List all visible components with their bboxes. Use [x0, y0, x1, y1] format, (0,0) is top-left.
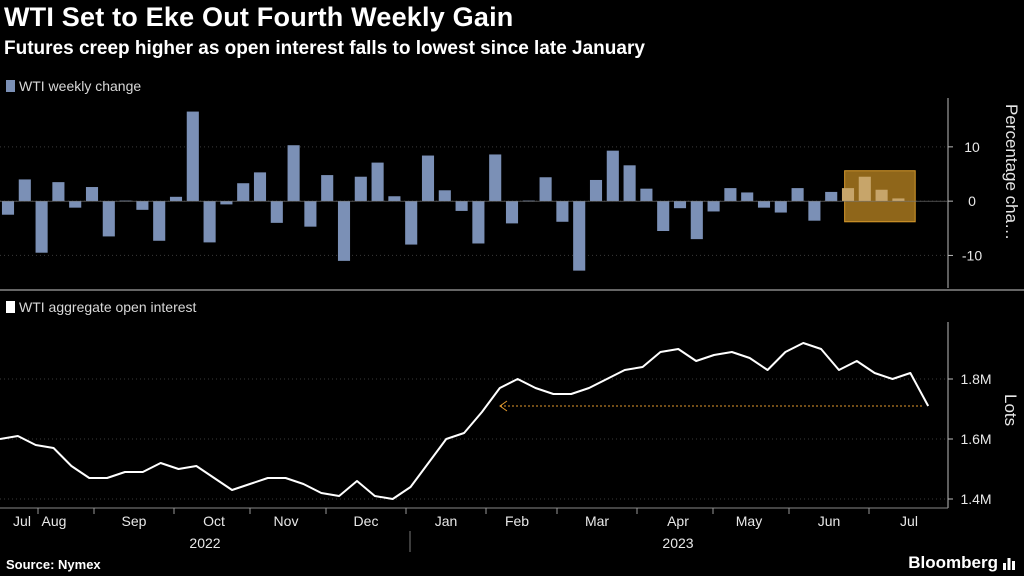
- weekly-change-bar: [875, 189, 888, 202]
- weekly-change-bar: [539, 177, 552, 202]
- weekly-change-bar: [741, 192, 754, 202]
- weekly-change-bar: [237, 183, 250, 202]
- weekly-change-bar: [707, 201, 720, 212]
- x-month-label: Nov: [274, 513, 299, 529]
- weekly-change-bar: [505, 201, 519, 224]
- weekly-change-bar: [52, 182, 65, 202]
- panel-divider: [0, 289, 1024, 291]
- reference-arrow-head: [499, 400, 508, 412]
- weekly-change-bar: [405, 201, 418, 245]
- top-y-tick-label: 0: [968, 193, 976, 209]
- chart-subtitle: Futures creep higher as open interest fa…: [4, 38, 645, 59]
- weekly-change-bar: [556, 201, 569, 222]
- weekly-change-bar: [791, 188, 804, 202]
- x-month-label: Mar: [585, 513, 609, 529]
- x-year-label: 2022: [189, 535, 220, 551]
- weekly-change-bar: [573, 201, 586, 271]
- bottom-y-tick-label: 1.4M: [960, 491, 991, 507]
- weekly-change-bar: [640, 188, 653, 202]
- bottom-y-tick-label: 1.6M: [960, 431, 991, 447]
- weekly-change-bar: [304, 201, 317, 227]
- weekly-change-bar: [438, 190, 451, 202]
- weekly-change-bar: [673, 201, 687, 209]
- weekly-change-bar: [690, 201, 703, 240]
- chart-title: WTI Set to Eke Out Fourth Weekly Gain: [4, 2, 514, 32]
- x-month-label: Sep: [122, 513, 147, 529]
- x-month-label: Dec: [354, 513, 379, 529]
- x-month-label: Jun: [818, 513, 841, 529]
- weekly-change-bar: [337, 201, 351, 261]
- weekly-change-bar: [388, 196, 401, 202]
- weekly-change-bar: [18, 179, 31, 202]
- weekly-change-bar: [808, 201, 821, 221]
- y-axis-title-top: Percentage cha…: [1002, 104, 1021, 241]
- x-month-label: Apr: [667, 513, 689, 529]
- x-month-label: Oct: [203, 513, 225, 529]
- x-year-label: 2023: [662, 535, 693, 551]
- weekly-change-bar: [455, 201, 468, 211]
- x-month-label: Aug: [42, 513, 67, 529]
- bloomberg-chart-icon: [1003, 558, 1015, 570]
- top-y-tick-label: 10: [964, 139, 980, 155]
- weekly-change-bar: [892, 198, 905, 202]
- weekly-change-bar: [774, 201, 787, 213]
- weekly-change-bar: [757, 201, 771, 208]
- weekly-change-bar: [606, 150, 619, 202]
- weekly-change-bar: [321, 175, 334, 202]
- legend-open-interest-label: WTI aggregate open interest: [19, 299, 197, 315]
- weekly-change-bar: [287, 145, 300, 202]
- weekly-change-bar: [841, 188, 855, 202]
- highlight-box: [844, 170, 916, 223]
- weekly-change-bar: [421, 155, 435, 202]
- weekly-change-bar: [270, 201, 283, 223]
- bloomberg-logo: Bloomberg: [908, 553, 998, 572]
- weekly-change-bar: [153, 201, 166, 241]
- x-month-label: Feb: [505, 513, 529, 529]
- weekly-change-bar: [85, 187, 99, 202]
- weekly-change-bar: [724, 188, 737, 202]
- weekly-change-bar: [169, 196, 183, 202]
- source-note: Source: Nymex: [6, 557, 101, 572]
- x-month-label: Jan: [435, 513, 458, 529]
- weekly-change-bar: [858, 176, 871, 202]
- weekly-change-bar: [186, 111, 199, 202]
- x-month-label: May: [736, 513, 762, 529]
- x-month-label: Jul: [13, 513, 31, 529]
- weekly-change-bar: [489, 154, 502, 202]
- weekly-change-bar: [203, 201, 216, 243]
- x-month-label: Jul: [900, 513, 918, 529]
- legend-open-interest: WTI aggregate open interest: [6, 299, 196, 315]
- legend-weekly-change-label: WTI weekly change: [19, 78, 142, 94]
- legend-swatch-bar-icon: [6, 80, 15, 92]
- weekly-change-bar: [69, 201, 82, 208]
- weekly-change-bar: [220, 201, 233, 205]
- weekly-change-bar: [589, 179, 603, 202]
- weekly-change-bar: [35, 201, 48, 253]
- weekly-change-bar: [371, 162, 384, 202]
- weekly-change-bar: [1, 201, 15, 215]
- top-y-tick-label: -10: [962, 247, 982, 263]
- bottom-y-tick-label: 1.8M: [960, 371, 991, 387]
- weekly-change-bar: [354, 176, 367, 202]
- open-interest-line: [0, 342, 930, 500]
- weekly-change-bar: [657, 201, 670, 231]
- weekly-change-bar: [623, 165, 636, 202]
- weekly-change-bar: [472, 201, 485, 244]
- legend-weekly-change: WTI weekly change: [6, 78, 141, 94]
- y-axis-title-bottom: Lots: [1001, 394, 1020, 427]
- weekly-change-bar: [253, 172, 267, 202]
- weekly-change-bar: [825, 191, 838, 202]
- weekly-change-bar: [102, 201, 115, 237]
- legend-swatch-line-icon: [6, 301, 15, 313]
- weekly-change-bar: [136, 201, 149, 210]
